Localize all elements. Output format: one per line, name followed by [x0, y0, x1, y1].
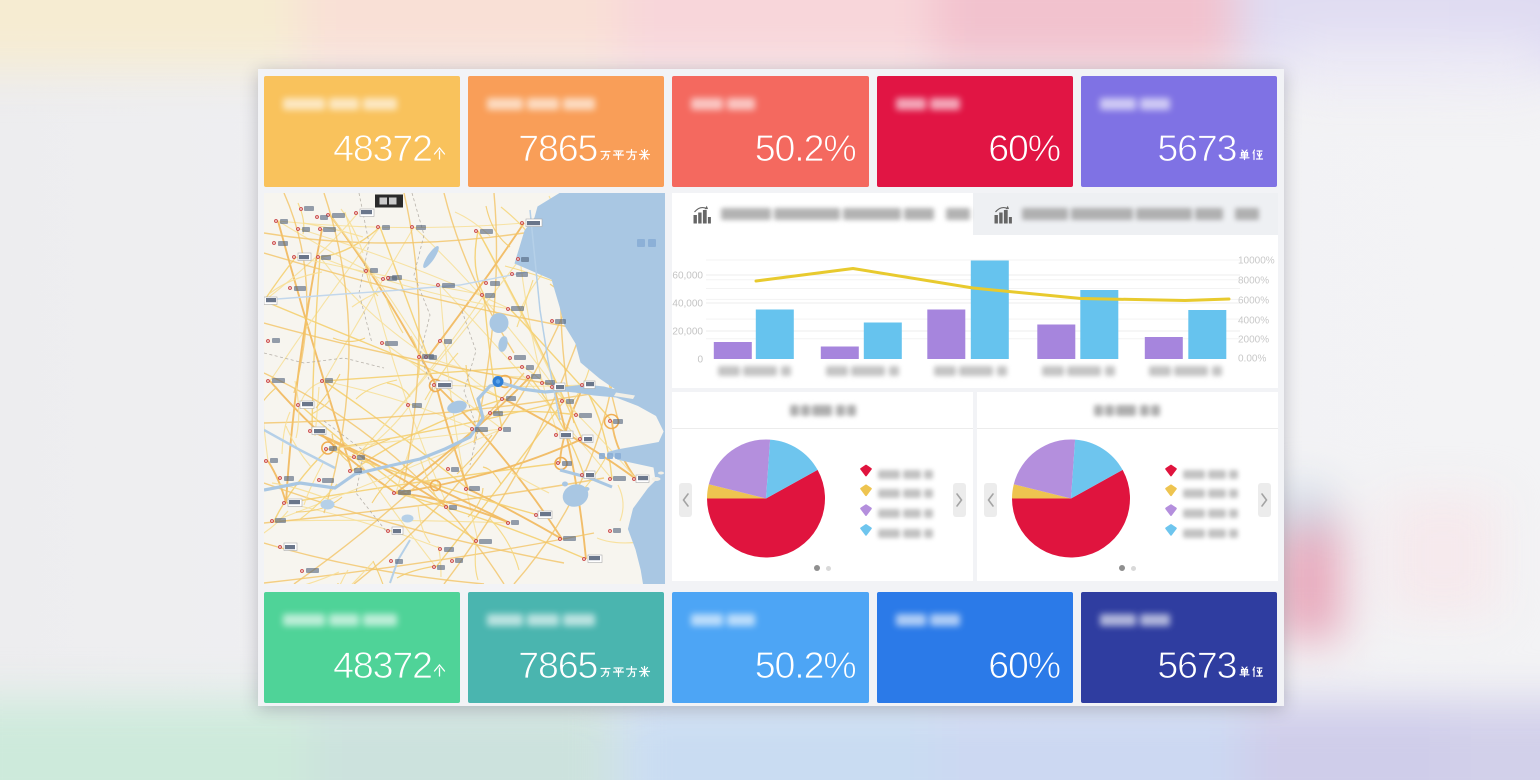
svg-text:6000%: 6000%: [1238, 296, 1269, 307]
svg-text:2000%: 2000%: [1238, 335, 1269, 346]
svg-text:10000%: 10000%: [1238, 256, 1275, 267]
svg-text:4000%: 4000%: [1238, 316, 1269, 327]
svg-text:40,000: 40,000: [673, 299, 704, 310]
svg-text:60,000: 60,000: [673, 271, 704, 282]
svg-text:20,000: 20,000: [673, 327, 704, 338]
svg-text:0.00%: 0.00%: [1238, 354, 1266, 365]
svg-text:8000%: 8000%: [1238, 276, 1269, 287]
svg-text:0: 0: [698, 355, 704, 366]
